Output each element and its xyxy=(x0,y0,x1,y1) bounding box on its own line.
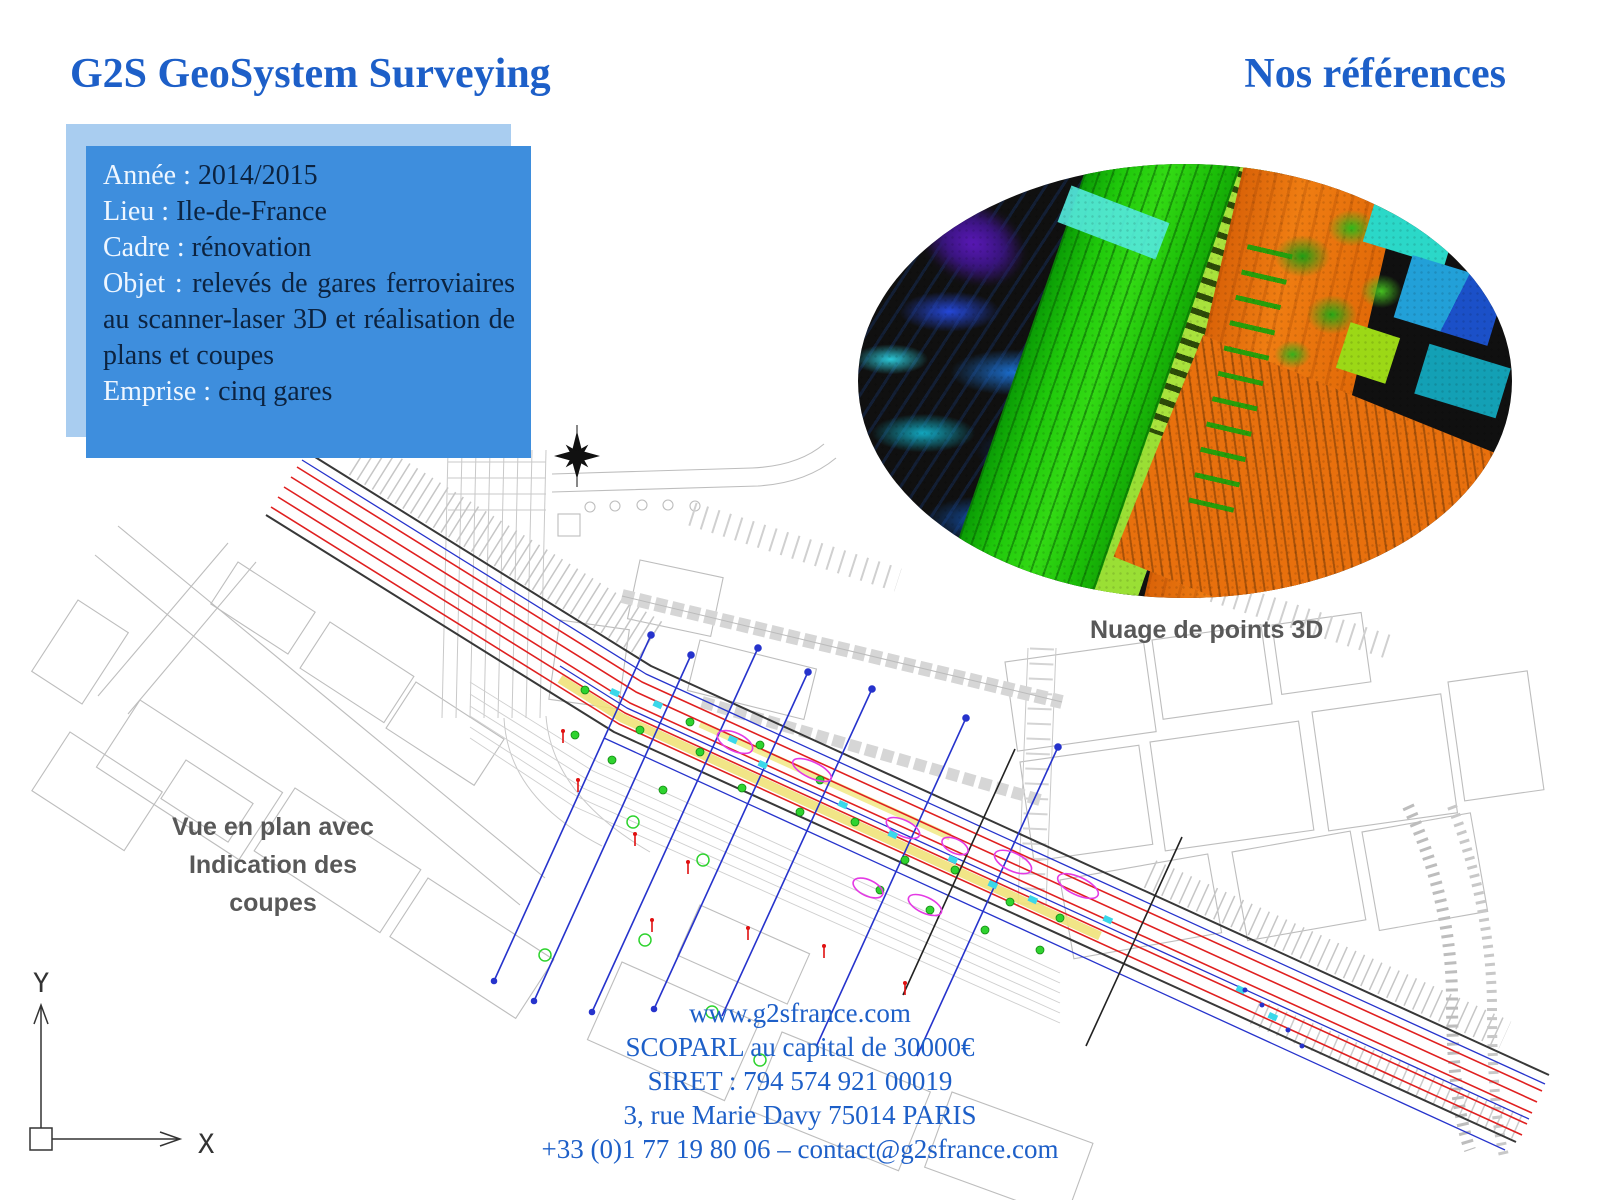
point-cloud-noise-overlay xyxy=(858,164,1512,598)
field-lieu-value: Ile-de-France xyxy=(176,196,327,227)
contact-address: 3, rue Marie Davy 75014 PARIS xyxy=(623,1100,977,1130)
plan-caption-line2: Indication des coupes xyxy=(188,851,358,917)
field-emprise-label: Emprise : xyxy=(103,376,212,407)
plan-survey-points xyxy=(570,685,1065,955)
references-heading: Nos références xyxy=(1244,51,1506,97)
contact-company: SCOPARL au capital de 30000€ xyxy=(625,1032,975,1062)
field-annee-label: Année : xyxy=(103,160,191,191)
axis-x-label: X xyxy=(198,1129,214,1160)
field-cadre-value: rénovation xyxy=(191,232,312,263)
point-cloud-image xyxy=(858,164,1512,598)
coordinate-axes-icon: X Y xyxy=(29,968,214,1160)
axis-y-label: Y xyxy=(33,968,49,999)
plan-red-marks xyxy=(561,729,907,995)
contact-block: www.g2sfrance.com SCOPARL au capital de … xyxy=(400,996,1200,1166)
contact-website: www.g2sfrance.com xyxy=(689,998,911,1028)
plan-parallel-road xyxy=(469,681,1061,1024)
field-objet-label: Objet : xyxy=(103,268,183,299)
plan-caption-line1: Vue en plan avec xyxy=(172,813,374,841)
field-annee: Année : 2014/2015 xyxy=(103,158,515,194)
field-cadre-label: Cadre : xyxy=(103,232,185,263)
plan-blue-marks xyxy=(1242,987,1305,1049)
plan-detail-ellipses xyxy=(716,729,1100,917)
plan-survey-circles xyxy=(538,815,767,1067)
field-annee-value: 2014/2015 xyxy=(197,160,318,191)
contact-phone-email: +33 (0)1 77 19 80 06 – contact@g2sfrance… xyxy=(541,1134,1059,1164)
field-cadre: Cadre : rénovation xyxy=(103,230,515,266)
field-objet-value: relevés de gares ferroviaires au scanner… xyxy=(103,268,515,371)
plan-caption: Vue en plan avec Indication des coupes xyxy=(148,808,398,922)
field-lieu: Lieu : Ile-de-France xyxy=(103,194,515,230)
field-emprise: Emprise : cinq gares xyxy=(103,374,515,410)
page-title: G2S GeoSystem Surveying xyxy=(70,51,551,97)
field-lieu-label: Lieu : xyxy=(103,196,170,227)
plan-railway-corridor xyxy=(265,451,1550,1151)
plan-section-lines-black xyxy=(902,748,1183,1047)
point-cloud-caption: Nuage de points 3D xyxy=(1090,616,1324,644)
field-emprise-value: cinq gares xyxy=(218,376,333,407)
contact-siret: SIRET : 794 574 921 00019 xyxy=(647,1066,953,1096)
project-card: Année : 2014/2015 Lieu : Ile-de-France C… xyxy=(86,146,531,458)
plan-buildings xyxy=(30,443,1545,1200)
north-arrow-icon xyxy=(554,425,600,487)
field-objet: Objet : relevés de gares ferroviaires au… xyxy=(103,266,515,374)
plan-cyan-marks xyxy=(609,688,1279,1022)
plan-section-lines xyxy=(490,631,1062,1057)
